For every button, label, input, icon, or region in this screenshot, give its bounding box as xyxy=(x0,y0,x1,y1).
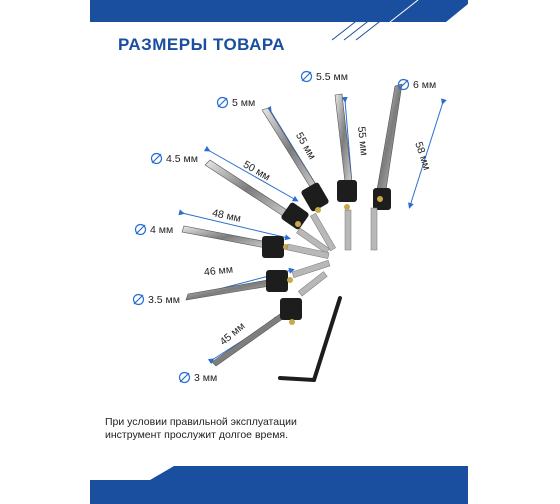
bit-5-5mm xyxy=(334,93,357,251)
diameter-label-5mm: 5 мм xyxy=(216,96,255,109)
diameter-icon xyxy=(178,371,191,384)
diameter-label-4-5mm: 4.5 мм xyxy=(150,152,198,165)
diameter-icon xyxy=(150,152,163,165)
diameter-text: 5 мм xyxy=(232,96,256,109)
diameter-text: 3 мм xyxy=(194,371,218,384)
bit-3-5mm xyxy=(185,259,331,301)
bit-4mm xyxy=(181,225,330,259)
diameter-icon xyxy=(397,78,410,91)
diameter-label-6mm: 6 мм xyxy=(397,78,436,91)
page-title: РАЗМЕРЫ ТОВАРА xyxy=(118,35,285,54)
diameter-icon xyxy=(216,96,229,109)
footer-line-2: инструмент прослужит долгое время. xyxy=(105,429,289,441)
diameter-label-3-5mm: 3.5 мм xyxy=(132,293,180,306)
diameter-icon xyxy=(134,223,147,236)
diameter-text: 3.5 мм xyxy=(148,293,180,306)
bit-6mm xyxy=(370,83,403,251)
bit-3mm xyxy=(211,271,328,367)
hex-key xyxy=(278,296,342,382)
diameter-text: 6 мм xyxy=(413,78,437,91)
diameter-label-3mm: 3 мм xyxy=(178,371,217,384)
corner-decoration xyxy=(331,11,393,41)
diameter-label-5-5mm: 5.5 мм xyxy=(300,70,348,83)
diameter-text: 5.5 мм xyxy=(316,70,348,83)
diameter-text: 4 мм xyxy=(150,223,174,236)
footer-note: При условии правильной эксплуатации инст… xyxy=(105,416,365,442)
bottom-banner xyxy=(90,466,468,504)
diameter-label-4mm: 4 мм xyxy=(134,223,173,236)
diameter-text: 4.5 мм xyxy=(166,152,198,165)
footer-line-1: При условии правильной эксплуатации xyxy=(105,416,297,428)
diameter-icon xyxy=(300,70,313,83)
diameter-icon xyxy=(132,293,145,306)
bit-4-5mm xyxy=(204,159,330,254)
bit-5mm xyxy=(261,107,336,252)
